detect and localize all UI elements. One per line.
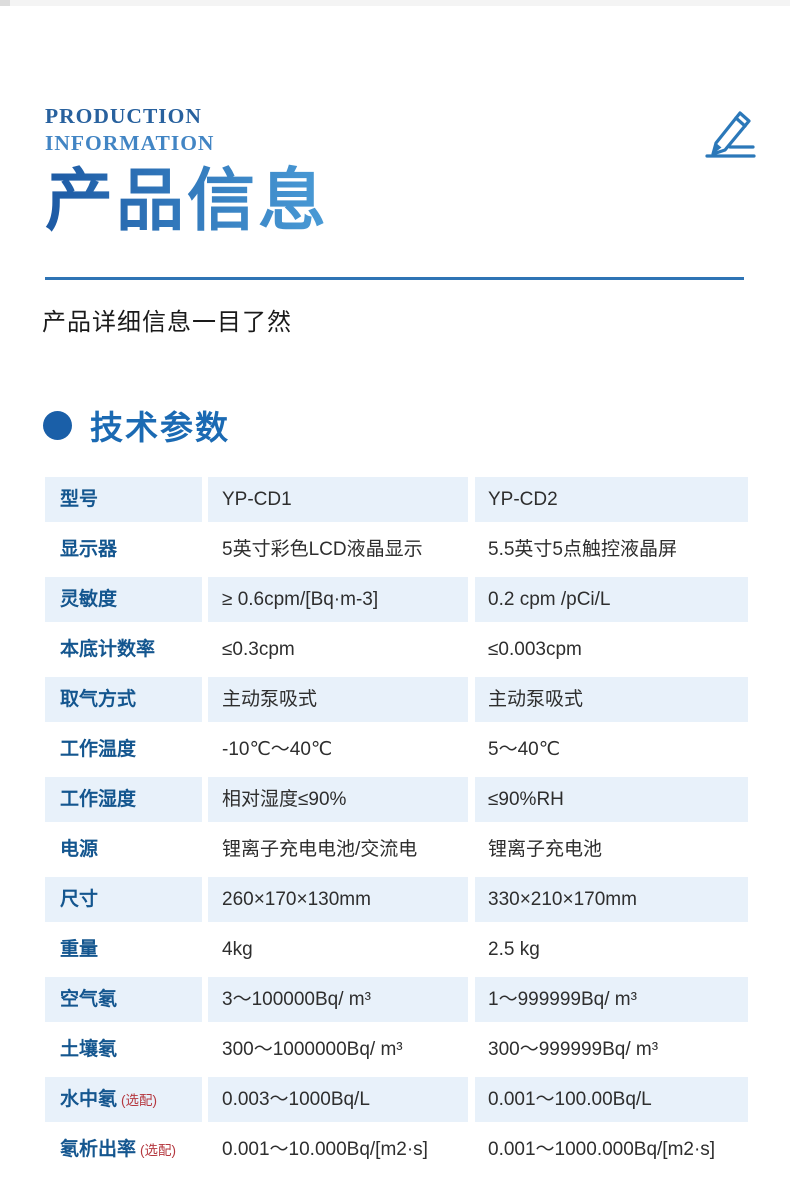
row-label: 型号 (45, 477, 202, 522)
row-value-yp-cd2: 5.5英寸5点触控液晶屏 (488, 539, 677, 560)
row-value-yp-cd2: 1～999999Bq/ m³ (475, 977, 748, 1022)
table-row: 电源 锂离子充电电池/交流电 锂离子充电池 (45, 827, 748, 872)
row-label: 重量 (60, 939, 99, 960)
row-value-yp-cd1: ≤0.3cpm (222, 639, 295, 660)
row-value-yp-cd1: -10℃～40℃ (222, 739, 333, 760)
page-header: PRODUCTION INFORMATION 产品信息 产品详细信息一目了然 (0, 6, 790, 337)
row-label: 工作温度 (60, 739, 137, 760)
row-value-yp-cd2: 5～40℃ (488, 739, 561, 760)
table-row: 重量 4kg 2.5 kg (45, 927, 748, 972)
table-row: 取气方式 主动泵吸式 主动泵吸式 (45, 677, 748, 722)
row-value-yp-cd1: 0.003～1000Bq/L (208, 1077, 468, 1122)
row-value-yp-cd1: 锂离子充电电池/交流电 (222, 839, 418, 860)
table-row: 水中氡 (选配) 0.003～1000Bq/L 0.001～100.00Bq/L (45, 1077, 748, 1122)
row-label: 显示器 (60, 539, 118, 560)
eyebrow-line1: PRODUCTION (45, 104, 202, 128)
row-value-yp-cd1: 4kg (222, 939, 253, 960)
row-label: 氡析出率 (选配) (60, 1139, 177, 1160)
table-row: 本底计数率 ≤0.3cpm ≤0.003cpm (45, 627, 748, 672)
row-value-yp-cd2: ≤0.003cpm (488, 639, 582, 660)
row-value-yp-cd2: 2.5 kg (488, 939, 540, 960)
top-left-stub (0, 0, 10, 6)
row-label: 本底计数率 (60, 639, 156, 660)
table-row: 显示器 5英寸彩色LCD液晶显示 5.5英寸5点触控液晶屏 (45, 527, 748, 572)
table-row: 型号 YP-CD1 YP-CD2 (45, 477, 748, 522)
row-value-yp-cd1: 0.001～10.000Bq/[m2·s] (222, 1139, 428, 1160)
page-title: 产品信息 (45, 163, 330, 239)
row-value-yp-cd1: 300～1000000Bq/ m³ (222, 1039, 403, 1060)
section-title: 技术参数 (90, 409, 230, 446)
optional-note: (选配) (140, 1143, 177, 1158)
spec-table: 型号 YP-CD1 YP-CD2 显示器 5英寸彩色LCD液晶显示 5.5英寸5… (45, 477, 748, 1172)
bullet-icon (43, 410, 72, 440)
row-value-yp-cd2: ≤90%RH (475, 777, 748, 822)
row-label: 水中氡 (选配) (45, 1077, 202, 1122)
table-row: 空气氡 3～100000Bq/ m³ 1～999999Bq/ m³ (45, 977, 748, 1022)
row-value-yp-cd1: 260×170×130mm (208, 877, 468, 922)
row-label: 尺寸 (45, 877, 202, 922)
title-divider (45, 277, 744, 280)
table-row: 尺寸 260×170×130mm 330×210×170mm (45, 877, 748, 922)
row-value-yp-cd1: 相对湿度≤90% (208, 777, 468, 822)
row-value-yp-cd1: 5英寸彩色LCD液晶显示 (222, 539, 423, 560)
row-value-yp-cd1: 主动泵吸式 (208, 677, 468, 722)
row-value-yp-cd1: YP-CD1 (208, 477, 468, 522)
row-value-yp-cd2: YP-CD2 (475, 477, 748, 522)
eyebrow-line2: INFORMATION (45, 131, 215, 155)
table-row: 灵敏度 ≥ 0.6cpm/[Bq·m-3] 0.2 cpm /pCi/L (45, 577, 748, 622)
row-value-yp-cd2: 330×210×170mm (475, 877, 748, 922)
table-row: 氡析出率 (选配) 0.001～10.000Bq/[m2·s] 0.001～100… (45, 1127, 748, 1172)
row-label: 取气方式 (45, 677, 202, 722)
row-label: 空气氡 (45, 977, 202, 1022)
row-value-yp-cd2: 锂离子充电池 (488, 839, 603, 860)
table-row: 工作温度 -10℃～40℃ 5～40℃ (45, 727, 748, 772)
page-subtitle: 产品详细信息一目了然 (42, 310, 292, 336)
row-value-yp-cd2: 0.001～100.00Bq/L (475, 1077, 748, 1122)
row-label: 工作湿度 (45, 777, 202, 822)
row-label: 土壤氡 (60, 1039, 118, 1060)
row-value-yp-cd2: 300～999999Bq/ m³ (488, 1039, 659, 1060)
optional-note: (选配) (121, 1093, 158, 1108)
section-header: 技术参数 (43, 401, 745, 449)
row-label: 电源 (60, 839, 99, 860)
page-top-strip (0, 0, 790, 6)
row-value-yp-cd2: 0.2 cpm /pCi/L (475, 577, 748, 622)
row-value-yp-cd1: ≥ 0.6cpm/[Bq·m-3] (208, 577, 468, 622)
pencil-icon (705, 111, 756, 158)
row-value-yp-cd1: 3～100000Bq/ m³ (208, 977, 468, 1022)
eyebrow-heading: PRODUCTION INFORMATION (45, 103, 745, 157)
row-label: 灵敏度 (45, 577, 202, 622)
row-value-yp-cd2: 主动泵吸式 (475, 677, 748, 722)
table-row: 工作湿度 相对湿度≤90% ≤90%RH (45, 777, 748, 822)
table-row: 土壤氡 300～1000000Bq/ m³ 300～999999Bq/ m³ (45, 1027, 748, 1072)
row-value-yp-cd2: 0.001～1000.000Bq/[m2·s] (488, 1139, 716, 1160)
